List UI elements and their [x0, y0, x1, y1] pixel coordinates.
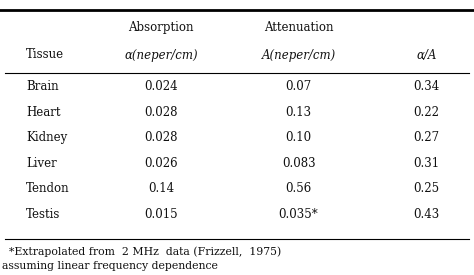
- Text: Brain: Brain: [26, 80, 59, 93]
- Text: 0.083: 0.083: [282, 157, 315, 170]
- Text: α/A: α/A: [417, 48, 437, 62]
- Text: Heart: Heart: [26, 106, 61, 119]
- Text: assuming linear frequency dependence: assuming linear frequency dependence: [2, 261, 218, 271]
- Text: Testis: Testis: [26, 208, 61, 221]
- Text: Tissue: Tissue: [26, 48, 64, 62]
- Text: 0.43: 0.43: [413, 208, 440, 221]
- Text: Absorption: Absorption: [128, 21, 194, 34]
- Text: Liver: Liver: [26, 157, 57, 170]
- Text: Tendon: Tendon: [26, 182, 70, 196]
- Text: *Extrapolated from  2 MHz  data (Frizzell,  1975): *Extrapolated from 2 MHz data (Frizzell,…: [9, 246, 282, 257]
- Text: 0.035*: 0.035*: [279, 208, 319, 221]
- Text: 0.028: 0.028: [145, 131, 178, 144]
- Text: A(neper/cm): A(neper/cm): [262, 48, 336, 62]
- Text: 0.56: 0.56: [285, 182, 312, 196]
- Text: 0.13: 0.13: [285, 106, 312, 119]
- Text: 0.026: 0.026: [145, 157, 178, 170]
- Text: 0.015: 0.015: [145, 208, 178, 221]
- Text: α(neper/cm): α(neper/cm): [124, 48, 198, 62]
- Text: 0.34: 0.34: [413, 80, 440, 93]
- Text: 0.25: 0.25: [413, 182, 440, 196]
- Text: Attenuation: Attenuation: [264, 21, 333, 34]
- Text: 0.31: 0.31: [413, 157, 440, 170]
- Text: 0.22: 0.22: [414, 106, 439, 119]
- Text: 0.14: 0.14: [148, 182, 174, 196]
- Text: 0.024: 0.024: [145, 80, 178, 93]
- Text: Kidney: Kidney: [26, 131, 67, 144]
- Text: 0.27: 0.27: [413, 131, 440, 144]
- Text: 0.10: 0.10: [285, 131, 312, 144]
- Text: 0.028: 0.028: [145, 106, 178, 119]
- Text: 0.07: 0.07: [285, 80, 312, 93]
